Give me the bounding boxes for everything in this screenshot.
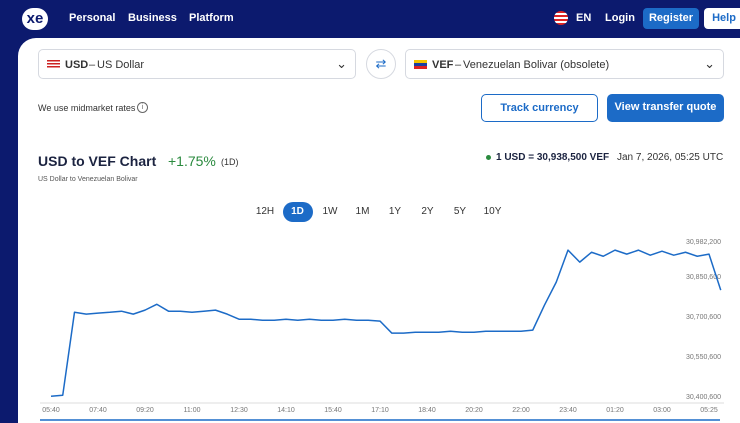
from-name: US Dollar	[97, 59, 145, 71]
date: Jan 7, 2026, 05:25 UTC	[617, 152, 724, 163]
x-tick-label: 03:00	[653, 407, 671, 414]
flag	[414, 60, 427, 69]
register-button[interactable]: Register	[643, 8, 699, 29]
dash: –	[455, 59, 462, 71]
range-tab[interactable]: 10Y	[483, 206, 502, 217]
y-tick-label: 30,982,200	[686, 239, 721, 246]
chevron: ⌄	[704, 56, 715, 71]
range-tab[interactable]: 5Y	[453, 206, 467, 217]
range-tab[interactable]: 1M	[355, 206, 370, 217]
from-select[interactable]: USD – US Dollar ⌄	[38, 49, 356, 79]
x-tick-label: 01:20	[606, 407, 624, 414]
x-tick-label: 15:40	[324, 407, 342, 414]
language[interactable]: EN	[576, 12, 592, 24]
price-line	[50, 249, 722, 398]
nav-item[interactable]: Personal	[69, 12, 116, 24]
rate-note: We use midmarket rates	[38, 103, 136, 113]
x-tick-label: 07:40	[89, 407, 107, 414]
range-tab[interactable]: 2Y	[421, 206, 434, 217]
rate: 1 USD = 30,938,500 VEF	[496, 152, 610, 163]
to-select[interactable]: VEF – Venezuelan Bolivar (obsolete) ⌄	[405, 49, 724, 79]
y-tick-label: 30,550,600	[686, 354, 721, 361]
range-tab[interactable]: 1Y	[388, 206, 402, 217]
swap-button[interactable]: ⇄	[366, 49, 396, 79]
x-tick-label: 09:20	[136, 407, 154, 414]
range-tab[interactable]: 1D	[282, 202, 313, 222]
period: (1D)	[221, 157, 239, 167]
track-button[interactable]: Track currency	[481, 94, 598, 122]
x-tick-label: 22:00	[512, 407, 530, 414]
chart-title: USD to VEF Chart	[38, 153, 157, 169]
x-tick-label: 18:40	[418, 407, 436, 414]
flag	[47, 60, 60, 69]
x-tick-label: 20:20	[465, 407, 483, 414]
info-icon[interactable]: i	[137, 102, 148, 113]
y-tick-label: 30,700,600	[686, 314, 721, 321]
quote-button[interactable]: View transfer quote	[607, 94, 724, 122]
y-tick-label: 30,850,600	[686, 274, 721, 281]
change: +1.75%	[168, 153, 216, 169]
dash: –	[89, 59, 96, 71]
x-tick-label: 11:00	[184, 407, 201, 414]
chevron: ⌄	[336, 56, 347, 71]
x-tick-label: 05:40	[42, 407, 60, 414]
range-tab[interactable]: 1W	[322, 206, 338, 217]
help-button[interactable]: Help	[704, 8, 740, 29]
y-tick-label: 30,400,600	[686, 394, 721, 401]
login[interactable]: Login	[605, 12, 635, 24]
logo[interactable]: xe	[22, 8, 48, 30]
x-tick-label: 12:30	[230, 407, 248, 414]
x-tick-label: 23:40	[559, 407, 577, 414]
range-tab[interactable]: 12H	[255, 206, 275, 217]
nav-item[interactable]: Business	[128, 12, 177, 24]
to-code: VEF	[432, 59, 454, 71]
flag-icon	[554, 11, 568, 25]
to-name: Venezuelan Bolivar (obsolete)	[463, 59, 610, 71]
x-tick-label: 17:10	[371, 407, 389, 414]
x-tick-label: 05:25	[700, 407, 718, 414]
x-tick-label: 14:10	[277, 407, 295, 414]
nav-item[interactable]: Platform	[189, 12, 234, 24]
from-code: USD	[65, 59, 89, 71]
status-dot	[486, 155, 491, 160]
chart-subtitle: US Dollar to Venezuelan Bolivar	[38, 176, 138, 183]
